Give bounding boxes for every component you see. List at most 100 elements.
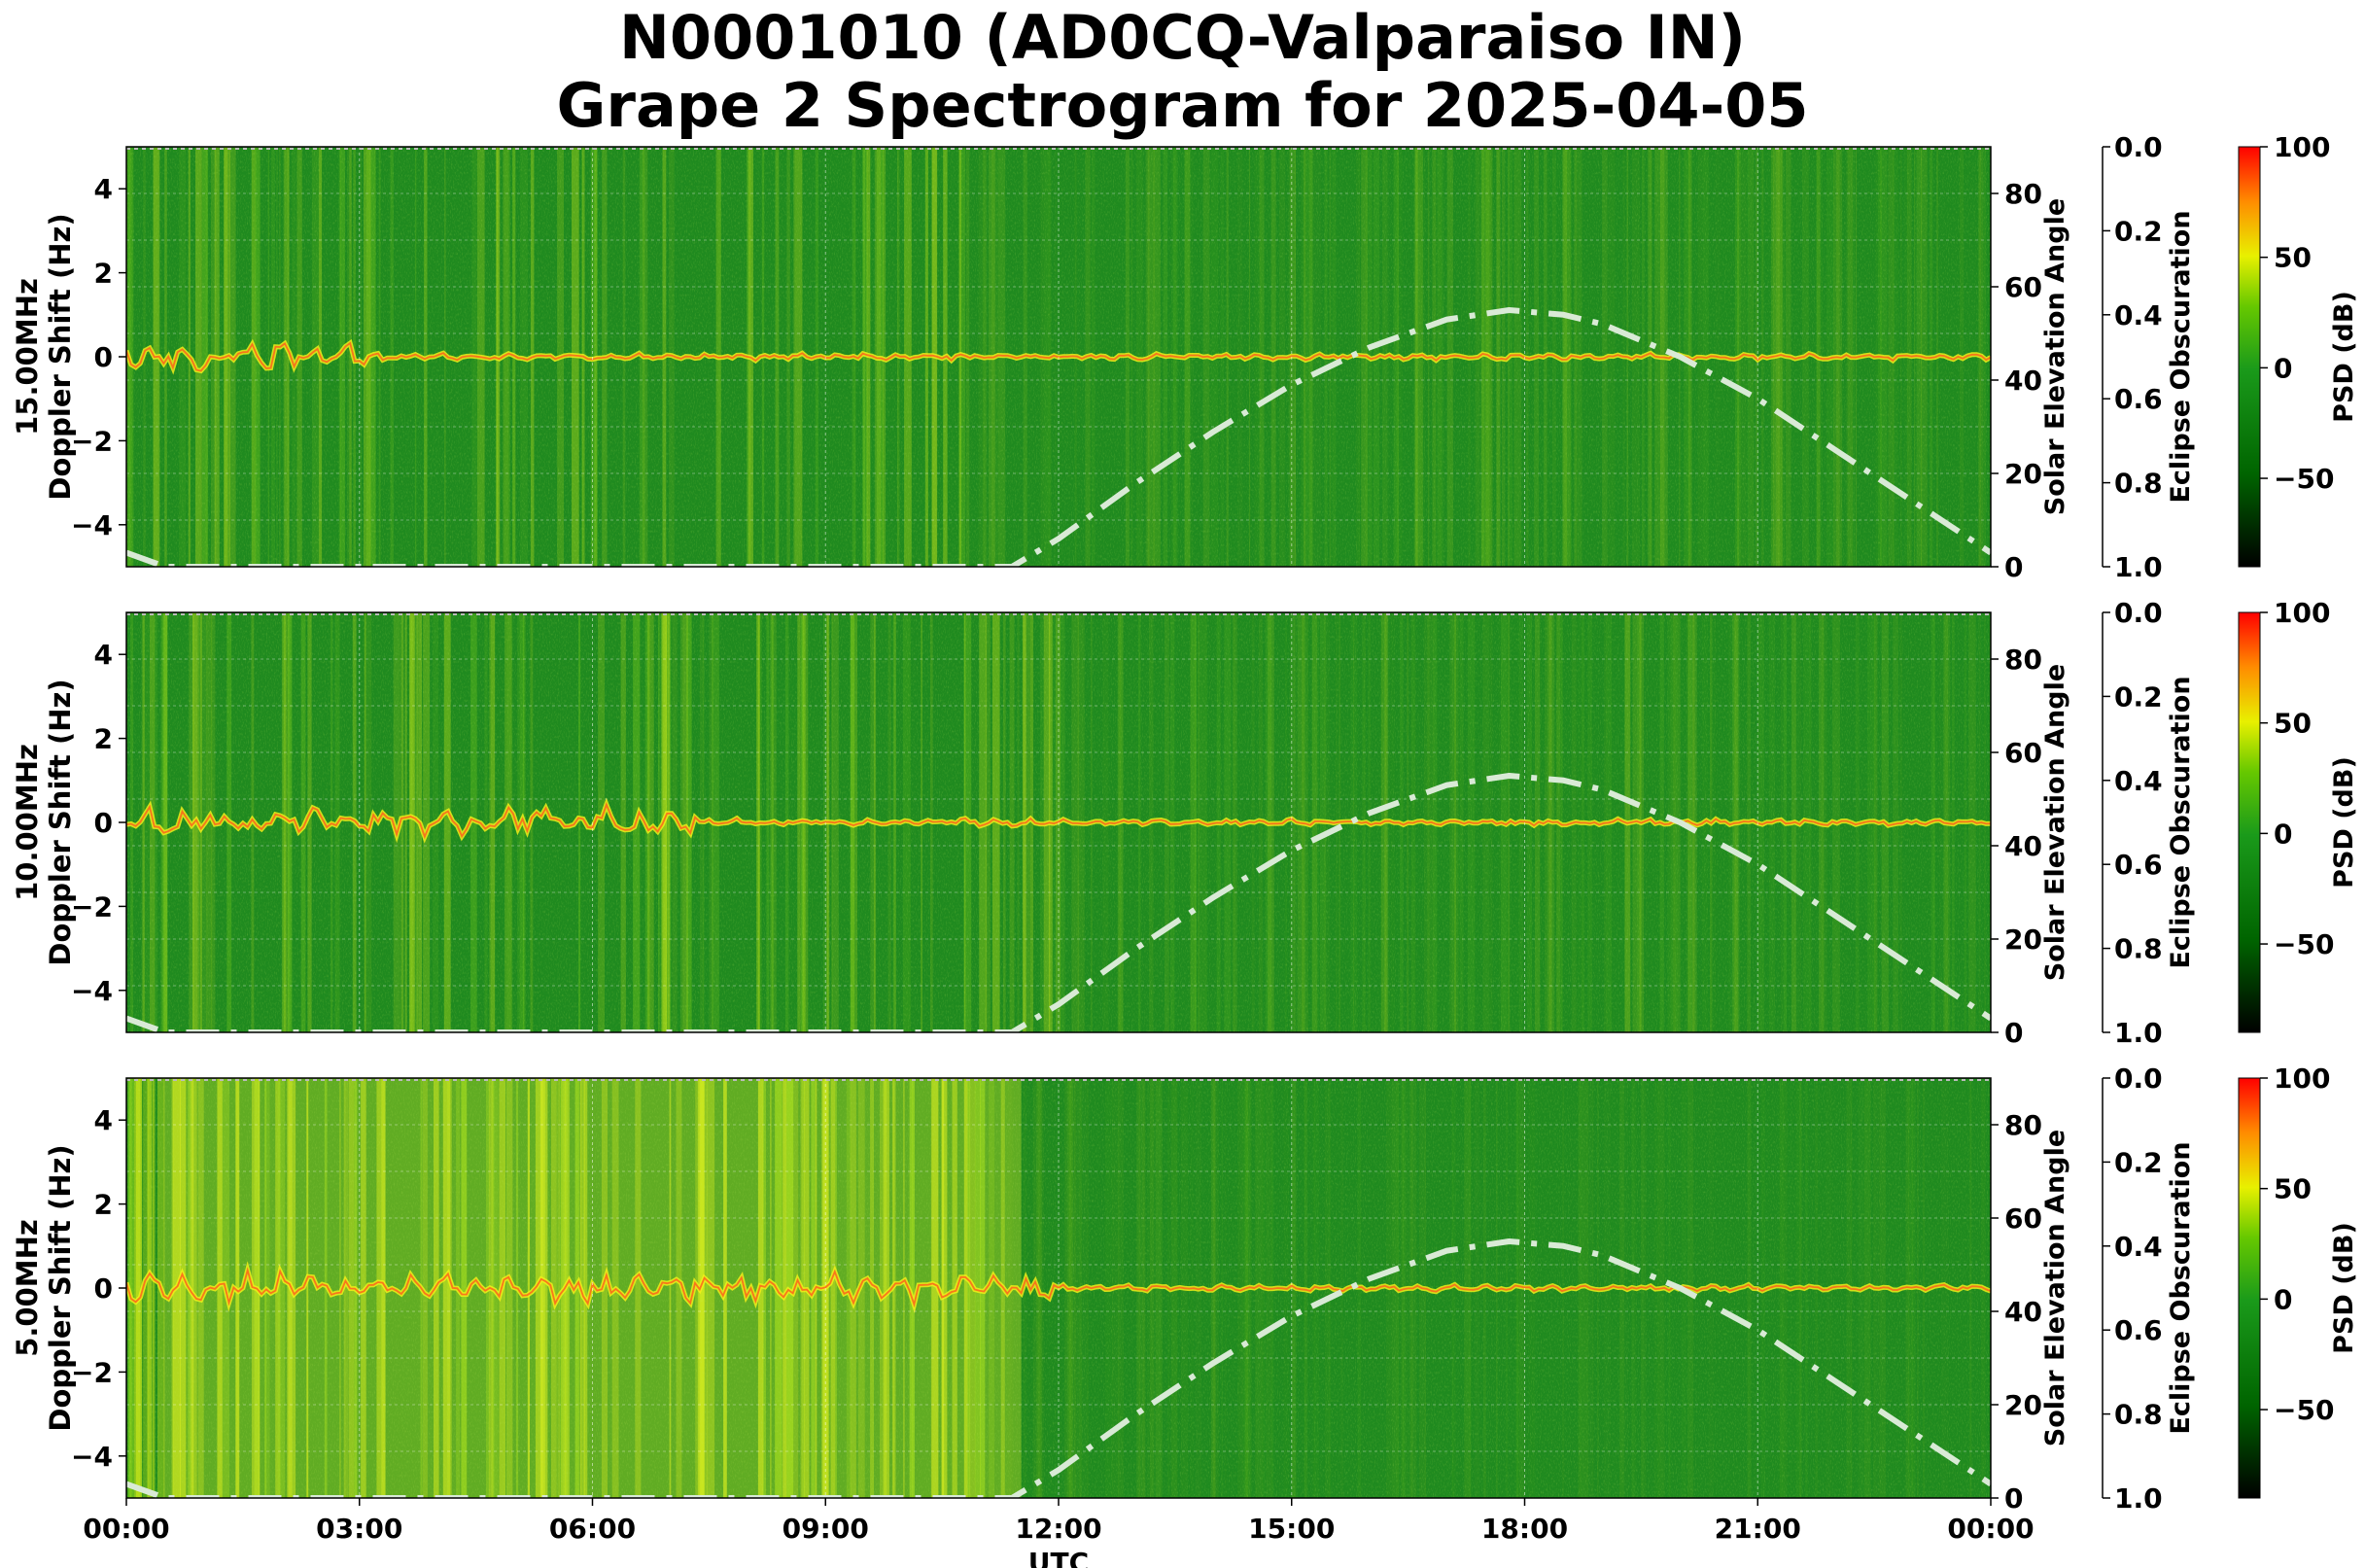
solar-elevation-curve <box>126 773 1991 1032</box>
x-tick-label: 12:00 <box>1015 1513 1101 1545</box>
solar-axis-label: Solar Elevation Angle <box>2040 1130 2070 1446</box>
colorbar-gradient <box>2238 146 2261 568</box>
y-tick-label: −4 <box>71 975 113 1007</box>
solar-axis-label: Solar Elevation Angle <box>2040 198 2070 515</box>
colorbar-tick-label: 0 <box>2274 1283 2292 1315</box>
y-tick-label: −2 <box>71 425 113 457</box>
y-tick-label: 4 <box>94 639 113 671</box>
spectrogram-plot <box>126 612 1991 1032</box>
solar-tick-label: 0 <box>2004 1482 2023 1515</box>
grid-lines <box>126 147 1991 567</box>
x-tick-label: 21:00 <box>1715 1513 1801 1545</box>
doppler-axis-label-line: Doppler Shift (Hz) <box>44 679 77 965</box>
solar-tick-label: 20 <box>2004 1389 2042 1421</box>
obscuration-tick-label: 0.2 <box>2114 1146 2163 1178</box>
colorbar-label: PSD (dB) <box>2329 291 2359 423</box>
colorbar-gradient <box>2238 1077 2261 1499</box>
solar-tick-label: 60 <box>2004 1202 2042 1235</box>
doppler-axis-label-line: 5.00MHz <box>11 1219 44 1357</box>
colorbar-tick-label: 0 <box>2274 818 2292 850</box>
panel-10.00MHz: 420−2−410.00MHzDoppler Shift (Hz)8060402… <box>11 597 2359 1049</box>
panel-15.00MHz: 420−2−415.00MHzDoppler Shift (Hz)8060402… <box>11 131 2359 583</box>
colorbar-gradient <box>2238 611 2261 1033</box>
eclipse-obscuration-axis: 0.0 0.2 0.4 0.6 0.8 1.0 Eclipse Obscuration <box>2102 131 2196 583</box>
panel-5.00MHz: 420−2−45.00MHzDoppler Shift (Hz)80604020… <box>11 1063 2359 1515</box>
title-line-2: Grape 2 Spectrogram for 2025-04-05 <box>556 70 1809 141</box>
obscuration-tick-label: 1.0 <box>2114 1017 2163 1049</box>
figure-title: N0001010 (AD0CQ-Valparaiso IN) Grape 2 S… <box>0 4 2365 140</box>
colorbar-tick-label: 50 <box>2274 708 2312 740</box>
x-tick-label: 15:00 <box>1248 1513 1335 1545</box>
doppler-axis-label-line: Doppler Shift (Hz) <box>44 1144 77 1431</box>
x-tick-label: 00:00 <box>83 1513 169 1545</box>
doppler-y-axis: 4 2 0 −2 −4 <box>71 173 126 541</box>
colorbar-tick-label: −50 <box>2274 928 2334 960</box>
psd-colorbar: 100 50 0 −50 PSD (dB) <box>2238 131 2359 568</box>
y-tick-label: −4 <box>71 509 113 541</box>
eclipse-obscuration-axis: 0.0 0.2 0.4 0.6 0.8 1.0 Eclipse Obscuration <box>2102 597 2196 1049</box>
solar-tick-label: 0 <box>2004 551 2023 583</box>
x-tick-label: 06:00 <box>549 1513 636 1545</box>
doppler-y-axis: 4 2 0 −2 −4 <box>71 1104 126 1473</box>
solar-tick-label: 20 <box>2004 458 2042 490</box>
obscuration-tick-label: 0.8 <box>2114 1399 2163 1431</box>
colorbar-tick-label: −50 <box>2274 1394 2334 1426</box>
y-tick-label: 2 <box>94 258 113 290</box>
solar-elevation-axis: 80 60 40 20 0 Solar Elevation Angle <box>1991 178 2070 583</box>
colorbar-tick-label: −50 <box>2274 463 2334 495</box>
colorbar-tick-label: 100 <box>2274 597 2330 629</box>
x-tick-label: 03:00 <box>316 1513 402 1545</box>
obscuration-tick-label: 0.0 <box>2114 131 2163 163</box>
grid-lines <box>126 612 1991 1032</box>
obscuration-axis-label: Eclipse Obscuration <box>2166 676 2196 968</box>
solar-elevation-axis: 80 60 40 20 0 Solar Elevation Angle <box>1991 1109 2070 1515</box>
obscuration-tick-label: 0.4 <box>2114 1231 2163 1263</box>
solar-tick-label: 20 <box>2004 923 2042 956</box>
solar-elevation-curve <box>126 1238 1991 1498</box>
x-tick-label: 09:00 <box>783 1513 869 1545</box>
spectrogram-plot <box>126 147 1991 567</box>
solar-tick-label: 40 <box>2004 365 2042 397</box>
doppler-axis-label: 5.00MHzDoppler Shift (Hz) <box>11 1144 77 1431</box>
solar-tick-label: 80 <box>2004 644 2042 676</box>
doppler-axis-label-line: 10.00MHz <box>11 744 44 901</box>
x-tick-label: 00:00 <box>1947 1513 2034 1545</box>
obscuration-tick-label: 1.0 <box>2114 551 2163 583</box>
colorbar-label: PSD (dB) <box>2329 756 2359 889</box>
obscuration-axis-label: Eclipse Obscuration <box>2166 210 2196 503</box>
obscuration-tick-label: 0.2 <box>2114 215 2163 247</box>
x-axis-label: UTC <box>1028 1547 1089 1568</box>
doppler-axis-label-line: Doppler Shift (Hz) <box>44 213 77 500</box>
x-tick-label: 18:00 <box>1481 1513 1568 1545</box>
solar-elevation-axis: 80 60 40 20 0 Solar Elevation Angle <box>1991 644 2070 1049</box>
panels-group: 420−2−415.00MHzDoppler Shift (Hz)8060402… <box>11 131 2359 1515</box>
solar-tick-label: 0 <box>2004 1017 2023 1049</box>
obscuration-tick-label: 0.8 <box>2114 468 2163 500</box>
doppler-axis-label: 10.00MHzDoppler Shift (Hz) <box>11 679 77 965</box>
solar-tick-label: 60 <box>2004 271 2042 303</box>
obscuration-tick-label: 0.6 <box>2114 1314 2163 1346</box>
solar-tick-label: 80 <box>2004 1109 2042 1141</box>
obscuration-tick-label: 0.0 <box>2114 597 2163 629</box>
grid-lines <box>126 1078 1991 1498</box>
psd-colorbar: 100 50 0 −50 PSD (dB) <box>2238 597 2359 1033</box>
y-tick-label: −4 <box>71 1441 113 1473</box>
obscuration-tick-label: 0.0 <box>2114 1063 2163 1095</box>
doppler-axis-label: 15.00MHzDoppler Shift (Hz) <box>11 213 77 500</box>
obscuration-tick-label: 0.4 <box>2114 765 2163 797</box>
solar-tick-label: 80 <box>2004 178 2042 210</box>
colorbar-tick-label: 100 <box>2274 131 2330 163</box>
obscuration-tick-label: 0.4 <box>2114 299 2163 331</box>
obscuration-tick-label: 0.2 <box>2114 680 2163 713</box>
solar-axis-label: Solar Elevation Angle <box>2040 664 2070 981</box>
eclipse-obscuration-axis: 0.0 0.2 0.4 0.6 0.8 1.0 Eclipse Obscuration <box>2102 1063 2196 1515</box>
y-tick-label: −2 <box>71 1356 113 1388</box>
y-tick-label: −2 <box>71 890 113 923</box>
doppler-axis-label-line: 15.00MHz <box>11 278 44 436</box>
obscuration-tick-label: 0.8 <box>2114 933 2163 965</box>
colorbar-label: PSD (dB) <box>2329 1222 2359 1354</box>
colorbar-tick-label: 50 <box>2274 1173 2312 1205</box>
obscuration-tick-label: 0.6 <box>2114 849 2163 881</box>
solar-elevation-curve <box>126 307 1991 567</box>
